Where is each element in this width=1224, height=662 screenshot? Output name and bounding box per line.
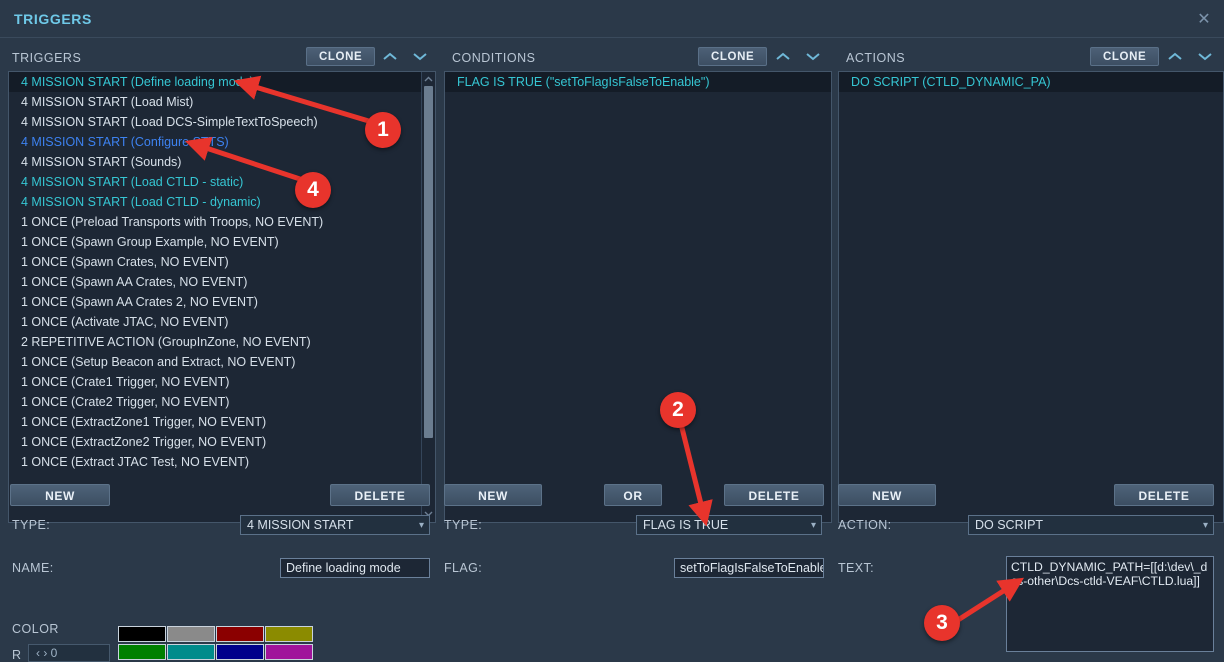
clone-condition-button[interactable]: CLONE [698, 47, 768, 66]
trigger-list-item[interactable]: 1 ONCE (Spawn AA Crates, NO EVENT) [21, 275, 248, 289]
color-swatch[interactable] [265, 626, 313, 642]
trigger-type-value: 4 MISSION START [247, 518, 354, 532]
move-trigger-down-icon[interactable] [410, 48, 430, 66]
color-swatch-row [118, 644, 315, 660]
chevron-down-icon: ▾ [810, 520, 816, 531]
conditions-list[interactable]: FLAG IS TRUE ("setToFlagIsFalseToEnable"… [444, 71, 832, 523]
move-action-down-icon[interactable] [1195, 48, 1215, 66]
action-list-item[interactable]: DO SCRIPT (CTLD_DYNAMIC_PA) [839, 72, 1223, 92]
triggers-panel-title: TRIGGERS [12, 51, 82, 65]
or-condition-button[interactable]: OR [604, 484, 662, 506]
color-swatch[interactable] [118, 626, 166, 642]
action-script-textarea[interactable]: CTLD_DYNAMIC_PATH=[[d:\dev\_dcs-other\Dc… [1006, 556, 1214, 652]
chevron-down-icon: ▾ [418, 520, 424, 531]
condition-type-value: FLAG IS TRUE [643, 518, 729, 532]
color-swatch[interactable] [167, 644, 215, 660]
trigger-list-item[interactable]: 4 MISSION START (Sounds) [21, 155, 182, 169]
trigger-list-item[interactable]: 2 REPETITIVE ACTION (GroupInZone, NO EVE… [21, 335, 311, 349]
color-swatch[interactable] [167, 626, 215, 642]
color-swatch-grid [118, 626, 315, 660]
move-trigger-up-icon[interactable] [380, 48, 400, 66]
trigger-list-item[interactable]: 1 ONCE (Preload Transports with Troops, … [21, 215, 324, 229]
color-swatch[interactable] [216, 626, 264, 642]
trigger-list-item[interactable]: 4 MISSION START (Define loading mode) [9, 72, 421, 92]
conditions-panel-header: CONDITIONS CLONE [440, 45, 832, 71]
color-r-label: R [12, 648, 22, 662]
trigger-name-input[interactable]: Define loading mode [280, 558, 430, 578]
actions-list[interactable]: DO SCRIPT (CTLD_DYNAMIC_PA) [838, 71, 1224, 523]
condition-list-item[interactable]: FLAG IS TRUE ("setToFlagIsFalseToEnable"… [445, 72, 831, 92]
close-icon[interactable]: ✕ [1197, 11, 1211, 28]
actions-list-rows: DO SCRIPT (CTLD_DYNAMIC_PA) [839, 72, 1223, 522]
triggers-panel-header: TRIGGERS CLONE [0, 45, 436, 71]
conditions-list-rows: FLAG IS TRUE ("setToFlagIsFalseToEnable"… [445, 72, 831, 522]
action-text-label: TEXT: [838, 561, 875, 575]
trigger-list-item[interactable]: 4 MISSION START (Configure STTS) [21, 135, 229, 149]
trigger-list-item[interactable]: 1 ONCE (ExtractZone1 Trigger, NO EVENT) [21, 415, 267, 429]
trigger-list-item[interactable]: 1 ONCE (Crate2 Trigger, NO EVENT) [21, 395, 230, 409]
window-title-bar: TRIGGERS ✕ [0, 0, 1224, 38]
trigger-list-item[interactable]: 1 ONCE (Spawn Group Example, NO EVENT) [21, 235, 279, 249]
condition-flag-input[interactable]: setToFlagIsFalseToEnable [674, 558, 824, 578]
trigger-list-item[interactable]: 1 ONCE (Setup Beacon and Extract, NO EVE… [21, 355, 296, 369]
action-type-select[interactable]: DO SCRIPT ▾ [968, 515, 1214, 535]
triggers-list-scrollbar[interactable] [421, 72, 435, 522]
color-r-stepper[interactable]: ‹ › 0 [28, 644, 110, 662]
color-swatch[interactable] [216, 644, 264, 660]
delete-trigger-button[interactable]: DELETE [330, 484, 430, 506]
trigger-type-select[interactable]: 4 MISSION START ▾ [240, 515, 430, 535]
color-swatch[interactable] [118, 644, 166, 660]
condition-type-select[interactable]: FLAG IS TRUE ▾ [636, 515, 822, 535]
actions-panel-title: ACTIONS [846, 51, 906, 65]
action-type-label: ACTION: [838, 518, 892, 532]
triggers-list-rows: 4 MISSION START (Define loading mode) 4 M… [9, 72, 421, 522]
triggers-list[interactable]: 4 MISSION START (Define loading mode) 4 M… [8, 71, 436, 523]
page-title: TRIGGERS [14, 11, 92, 27]
new-action-button[interactable]: NEW [838, 484, 936, 506]
color-section-label: COLOR [12, 622, 59, 636]
trigger-name-label: NAME: [12, 561, 54, 575]
move-condition-up-icon[interactable] [773, 48, 793, 66]
trigger-list-item[interactable]: 1 ONCE (Spawn Crates, NO EVENT) [21, 255, 229, 269]
new-trigger-button[interactable]: NEW [10, 484, 110, 506]
trigger-list-item[interactable]: 4 MISSION START (Load CTLD - static) [21, 175, 244, 189]
clone-trigger-button[interactable]: CLONE [306, 47, 376, 66]
trigger-list-item[interactable]: 1 ONCE (Activate JTAC, NO EVENT) [21, 315, 229, 329]
actions-panel: ACTIONS CLONE DO SCRIPT (CTLD_DYNAMIC_PA… [834, 45, 1224, 523]
actions-panel-header: ACTIONS CLONE [834, 45, 1224, 71]
color-swatch[interactable] [265, 644, 313, 660]
trigger-list-item[interactable]: 4 MISSION START (Load DCS-SimpleTextToSp… [21, 115, 318, 129]
trigger-list-item[interactable]: 4 MISSION START (Load Mist) [21, 95, 194, 109]
conditions-panel-title: CONDITIONS [452, 51, 536, 65]
color-swatch-row [118, 626, 315, 642]
condition-flag-label: FLAG: [444, 561, 483, 575]
new-condition-button[interactable]: NEW [444, 484, 542, 506]
delete-action-button[interactable]: DELETE [1114, 484, 1214, 506]
trigger-list-item[interactable]: 1 ONCE (ExtractZone2 Trigger, NO EVENT) [21, 435, 267, 449]
trigger-list-item[interactable]: 4 MISSION START (Load CTLD - dynamic) [21, 195, 261, 209]
clone-action-button[interactable]: CLONE [1090, 47, 1160, 66]
delete-condition-button[interactable]: DELETE [724, 484, 824, 506]
trigger-type-label: TYPE: [12, 518, 51, 532]
move-condition-down-icon[interactable] [803, 48, 823, 66]
callout-marker-3: 3 [924, 605, 960, 641]
conditions-panel: CONDITIONS CLONE FLAG IS TRUE ("setToFla… [440, 45, 832, 523]
trigger-list-item[interactable]: 1 ONCE (Crate1 Trigger, NO EVENT) [21, 375, 230, 389]
action-type-value: DO SCRIPT [975, 518, 1044, 532]
trigger-list-item[interactable]: 1 ONCE (Extract JTAC Test, NO EVENT) [21, 455, 250, 469]
triggers-panel: TRIGGERS CLONE 4 MISSION START (Define l… [0, 45, 436, 523]
chevron-down-icon: ▾ [1202, 520, 1208, 531]
condition-type-label: TYPE: [444, 518, 483, 532]
trigger-list-item[interactable]: 1 ONCE (Spawn AA Crates 2, NO EVENT) [21, 295, 258, 309]
scrollbar-thumb[interactable] [424, 86, 433, 438]
color-r-value: 0 [50, 646, 58, 660]
scroll-up-icon[interactable] [422, 73, 435, 86]
move-action-up-icon[interactable] [1165, 48, 1185, 66]
